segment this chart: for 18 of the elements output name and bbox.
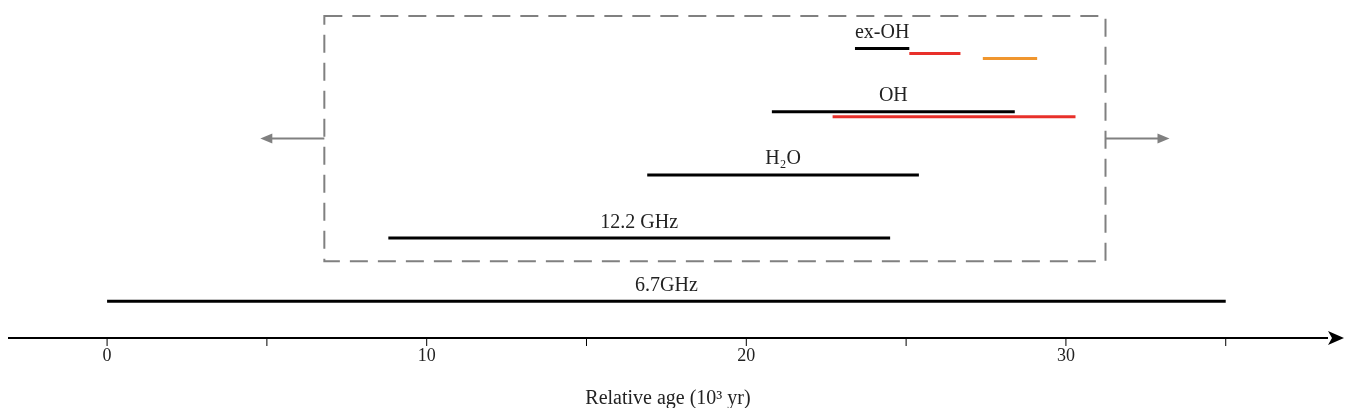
bar: [647, 173, 919, 177]
x-tick-label: 20: [737, 344, 756, 365]
bar: [982, 57, 1038, 60]
bar: [854, 47, 910, 50]
bar: [832, 115, 1076, 119]
y-tick-label: 12.2 GHz: [600, 209, 679, 232]
bar: [909, 52, 961, 55]
bar: [388, 236, 891, 240]
x-tick-label: 0: [102, 344, 112, 365]
bar: [771, 110, 1015, 114]
y-tick-label: ex-OH: [854, 20, 910, 42]
y-tick-label: H₂O: [765, 146, 801, 169]
x-axis-title: Relative age (10³ yr): [585, 386, 751, 409]
y-tick-label: 6.7GHz: [635, 272, 698, 295]
x-tick-label: 10: [417, 344, 436, 365]
y-tick-label: OH: [878, 83, 908, 106]
x-tick-label: 30: [1056, 344, 1075, 365]
bar: [107, 299, 1226, 303]
